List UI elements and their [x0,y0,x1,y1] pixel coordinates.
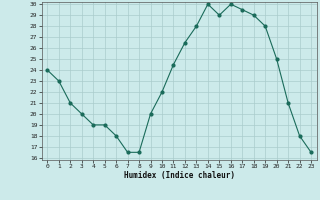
X-axis label: Humidex (Indice chaleur): Humidex (Indice chaleur) [124,171,235,180]
